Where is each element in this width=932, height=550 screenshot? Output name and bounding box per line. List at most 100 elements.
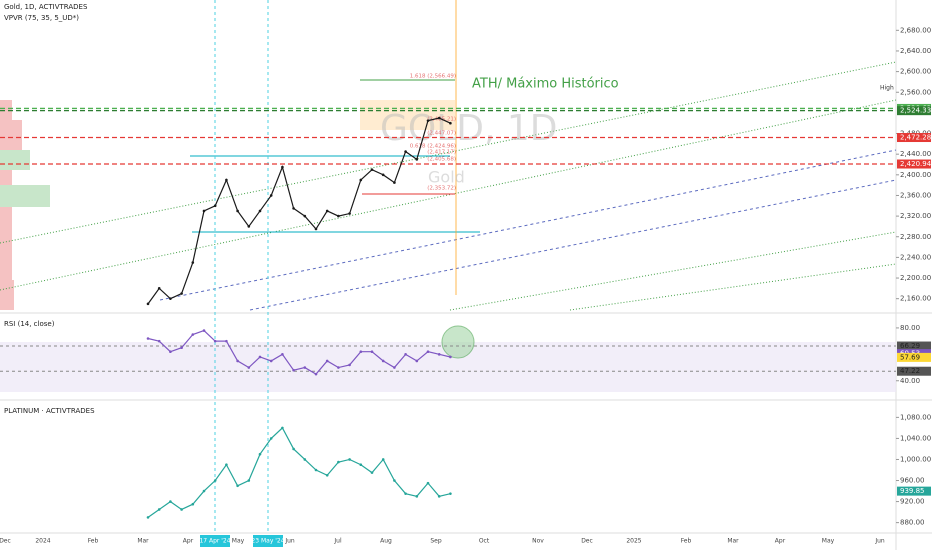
point: [236, 359, 239, 363]
price-tag-label: 939.85: [900, 487, 925, 495]
point: [359, 463, 363, 467]
point: [359, 178, 363, 182]
point: [449, 355, 452, 359]
point: [281, 165, 284, 169]
price-tag-label: 2,420.94: [900, 160, 932, 168]
point: [157, 508, 161, 511]
price-tag-label: 2,472.28: [900, 134, 931, 142]
y-tick-label: 2,360.00: [900, 191, 931, 199]
series-line: [147, 329, 451, 375]
point: [225, 339, 228, 343]
series-line: [147, 426, 451, 518]
point: [169, 297, 172, 300]
y-tick-label: 960.00: [900, 477, 925, 485]
y-tick-label: 2,400.00: [900, 171, 931, 179]
rsi-title: RSI (14, close): [4, 320, 55, 328]
point: [325, 359, 329, 363]
point: [247, 479, 251, 482]
x-tick-label: 2025: [626, 538, 641, 545]
fib-label: (2,405.68): [427, 157, 456, 163]
price-tag: [897, 366, 931, 376]
point: [348, 363, 351, 367]
point: [325, 209, 329, 213]
point: [236, 209, 239, 213]
y-tick-label: 2,240.00: [900, 253, 931, 261]
point: [325, 473, 329, 477]
fib-label: (2,417.17): [427, 150, 456, 156]
fib-label: 0.618 (2,424.96): [410, 144, 456, 150]
y-tick-label: 2,440.00: [900, 150, 931, 158]
point: [213, 479, 217, 482]
point: [381, 359, 385, 363]
watermark: GOLD, 1D: [380, 108, 558, 149]
y-tick-label: 2,200.00: [900, 274, 931, 282]
x-tick-label: Aug: [380, 538, 392, 545]
point: [191, 333, 195, 336]
x-tick-label: Jun: [284, 538, 295, 545]
point: [449, 121, 452, 125]
point: [247, 225, 251, 228]
y-tick-label: 2,160.00: [900, 295, 931, 303]
point: [426, 119, 430, 122]
high-label: High: [880, 85, 894, 92]
point: [337, 214, 340, 218]
series-line: [147, 117, 451, 305]
x-tick-label: May: [822, 538, 835, 545]
point: [146, 337, 150, 340]
y-tick-label: 2,600.00: [900, 68, 931, 76]
point: [393, 181, 396, 184]
point: [157, 287, 161, 290]
y-tick-label: 1,040.00: [900, 434, 931, 442]
point: [281, 353, 284, 356]
point: [393, 366, 396, 369]
point: [415, 158, 419, 161]
point: [370, 471, 374, 474]
y-tick-label: 920.00: [900, 498, 925, 506]
point: [303, 214, 307, 218]
point: [258, 355, 262, 359]
point: [269, 437, 273, 440]
x-tick-label: May: [232, 538, 245, 545]
price-tag: [897, 352, 931, 362]
x-tick-label: 17 Apr '24: [199, 538, 230, 545]
y-tick-label: 1,000.00: [900, 455, 931, 463]
fib-label: 1.618 (2,566.49): [410, 74, 456, 80]
x-tick-label: Dec: [0, 538, 11, 545]
point: [180, 346, 183, 350]
x-tick-label: 23 May '24: [251, 538, 284, 545]
point: [437, 116, 441, 120]
x-tick-label: Dec: [581, 538, 593, 545]
y-tick-label: 2,560.00: [900, 88, 931, 96]
point: [303, 458, 307, 461]
point: [359, 350, 363, 353]
point: [314, 227, 318, 231]
point: [437, 495, 441, 498]
point: [404, 150, 407, 153]
y-tick-label: 880.00: [900, 519, 925, 527]
point: [381, 458, 385, 461]
x-tick-label: Apr: [183, 538, 194, 545]
point: [314, 372, 318, 376]
point: [157, 339, 161, 343]
point: [292, 447, 295, 451]
point: [348, 458, 351, 461]
point: [202, 209, 206, 213]
point: [437, 353, 441, 356]
point: [426, 350, 430, 353]
point: [236, 484, 239, 488]
time-highlight: [200, 535, 230, 547]
point: [258, 209, 262, 213]
point: [381, 173, 385, 177]
x-tick-label: Mar: [137, 538, 149, 545]
x-tick-label: Mar: [727, 538, 739, 545]
y-tick-label: 2,320.00: [900, 212, 931, 220]
point: [337, 366, 340, 369]
y-tick-label: 2,640.00: [900, 47, 931, 55]
y-tick-label: 2,680.00: [900, 26, 931, 34]
point: [292, 368, 295, 372]
point: [146, 302, 150, 306]
point: [370, 350, 374, 353]
point: [225, 463, 228, 467]
price-tag-label: 66.29: [900, 342, 920, 350]
